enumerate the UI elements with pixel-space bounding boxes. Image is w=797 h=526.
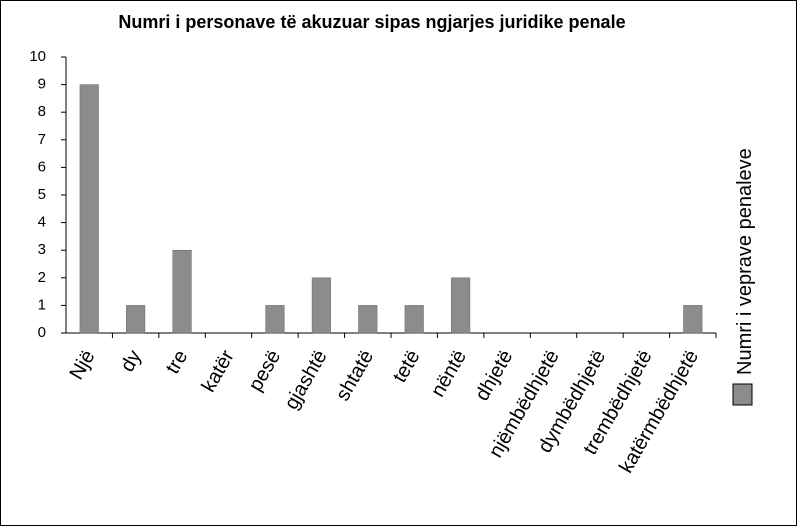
y-tick-label: 2 <box>38 269 46 286</box>
bar <box>404 305 424 334</box>
y-tick-label: 3 <box>38 241 46 258</box>
chart-title: Numri i personave të akuzuar sipas ngjar… <box>118 12 625 32</box>
y-tick-label: 9 <box>38 76 46 93</box>
bar <box>358 305 378 334</box>
bar <box>683 305 703 334</box>
y-tick-label: 6 <box>38 158 46 175</box>
bar <box>79 84 99 334</box>
bar <box>451 277 471 334</box>
bar <box>172 249 192 334</box>
bar <box>311 277 331 334</box>
y-tick-label: 5 <box>38 186 46 203</box>
bar <box>265 305 285 334</box>
legend-label: Numri i veprave penaleve <box>734 148 756 375</box>
y-tick-label: 8 <box>38 103 46 120</box>
y-tick-label: 0 <box>38 324 46 341</box>
y-tick-label: 4 <box>38 214 46 231</box>
y-tick-label: 10 <box>29 48 46 65</box>
legend-swatch <box>732 383 753 406</box>
bar <box>126 305 146 334</box>
y-tick-label: 1 <box>38 296 46 313</box>
y-tick-label: 7 <box>38 131 46 148</box>
